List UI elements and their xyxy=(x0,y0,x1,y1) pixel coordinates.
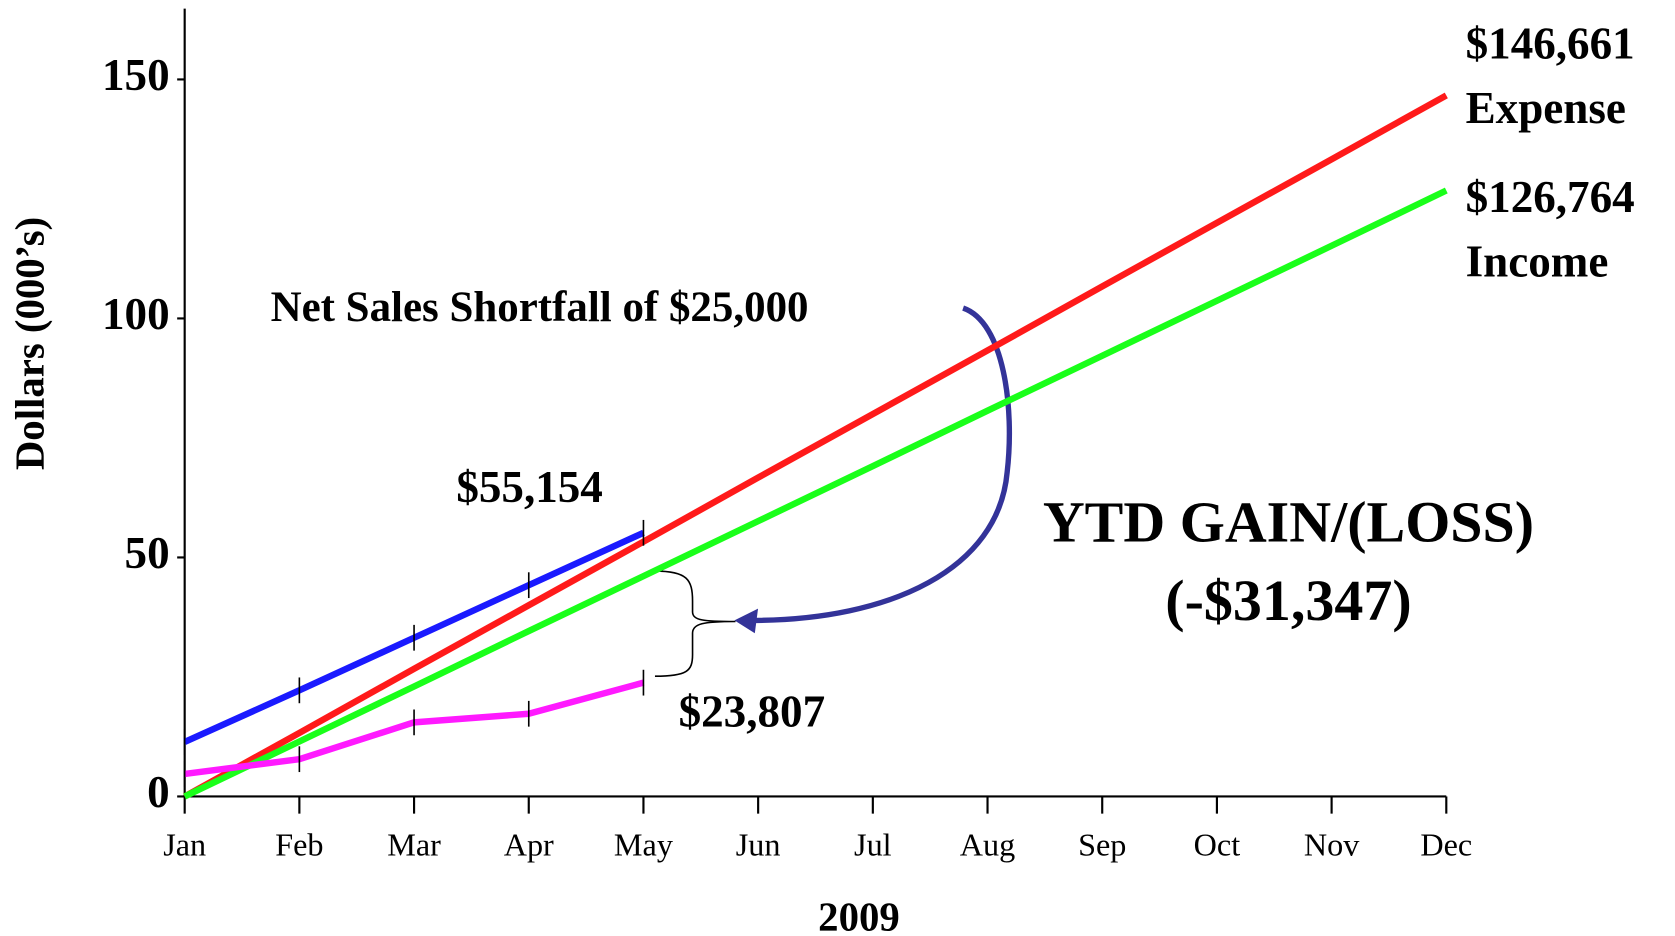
annotation: $146,661 xyxy=(1466,19,1635,69)
x-tick-label: Aug xyxy=(960,826,1015,862)
series-label: Expense xyxy=(1466,83,1626,133)
x-tick-label: Jul xyxy=(854,826,892,862)
x-tick-label: Jun xyxy=(736,826,781,862)
annotation: Net Sales Shortfall of $25,000 xyxy=(271,284,809,331)
series-label: Income xyxy=(1466,237,1609,287)
y-tick-label: 150 xyxy=(102,50,170,100)
y-tick-label: 0 xyxy=(147,767,170,817)
x-tick-label: Dec xyxy=(1420,826,1472,862)
y-tick-label: 100 xyxy=(102,289,170,339)
series-line xyxy=(183,187,1448,800)
annotation: (-$31,347) xyxy=(1165,568,1411,633)
y-tick-label: 50 xyxy=(125,528,170,578)
x-tick-label: Jan xyxy=(163,826,206,862)
y-axis-label: Dollars (000’s) xyxy=(8,217,53,470)
brace xyxy=(654,570,736,678)
arrow-head xyxy=(734,608,759,634)
x-tick-label: Feb xyxy=(275,826,323,862)
x-tick-label: Mar xyxy=(387,826,441,862)
x-axis-label: 2009 xyxy=(818,894,900,936)
x-tick-label: Sep xyxy=(1078,826,1126,862)
x-tick-label: Nov xyxy=(1304,826,1360,862)
series-line xyxy=(183,92,1448,800)
annotation: $55,154 xyxy=(456,462,603,512)
x-tick-label: Oct xyxy=(1194,826,1241,862)
annotation: YTD GAIN/(LOSS) xyxy=(1043,489,1534,554)
annotation: $126,764 xyxy=(1466,172,1635,222)
x-tick-label: May xyxy=(614,826,673,862)
x-tick-label: Apr xyxy=(504,826,554,862)
annotation: $23,807 xyxy=(679,686,826,736)
